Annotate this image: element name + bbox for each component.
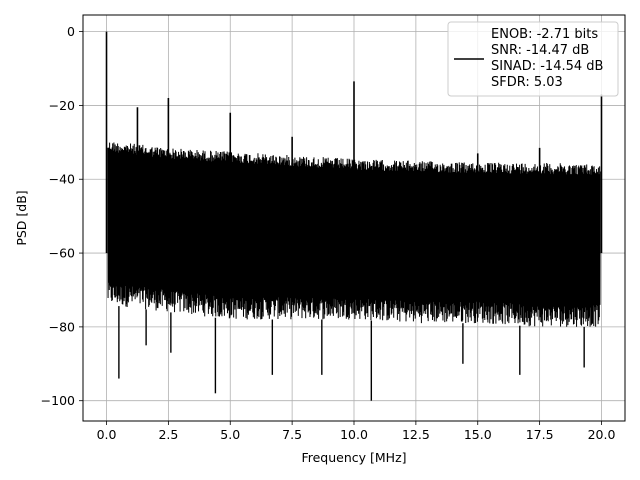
x-tick-label: 0.0 [97, 427, 117, 442]
legend-box [447, 21, 619, 97]
x-tick-label: 17.5 [526, 427, 554, 442]
y-tick-label: −100 [41, 393, 75, 408]
y-tick-label: −60 [49, 246, 75, 261]
x-axis-ticks: 0.0 2.5 5.0 7.5 10.0 12.5 15.0 17.5 20.0 [97, 421, 616, 442]
legend: ENOB: -2.71 bits SNR: -14.47 dB SINAD: -… [447, 21, 619, 97]
y-axis-label: PSD [dB] [14, 190, 29, 245]
y-tick-label: −20 [49, 98, 75, 113]
x-tick-label: 15.0 [464, 427, 492, 442]
legend-entry-sinad: SINAD: -14.54 dB [491, 59, 603, 74]
x-tick-label: 5.0 [220, 427, 240, 442]
y-axis-ticks: 0 −20 −40 −60 −80 −100 [41, 24, 83, 408]
x-tick-label: 12.5 [402, 427, 430, 442]
x-axis-label: Frequency [MHz] [301, 450, 406, 465]
y-tick-label: −40 [49, 172, 75, 187]
x-tick-label: 10.0 [340, 427, 368, 442]
x-tick-label: 7.5 [282, 427, 302, 442]
legend-entry-enob: ENOB: -2.71 bits [491, 27, 598, 42]
y-tick-label: 0 [67, 24, 75, 39]
x-tick-label: 2.5 [158, 427, 178, 442]
y-tick-label: −80 [49, 319, 75, 334]
spur-series [105, 31, 603, 401]
x-tick-label: 20.0 [588, 427, 616, 442]
legend-entry-snr: SNR: -14.47 dB [491, 43, 589, 58]
legend-entry-sfdr: SFDR: 5.03 [491, 75, 563, 90]
